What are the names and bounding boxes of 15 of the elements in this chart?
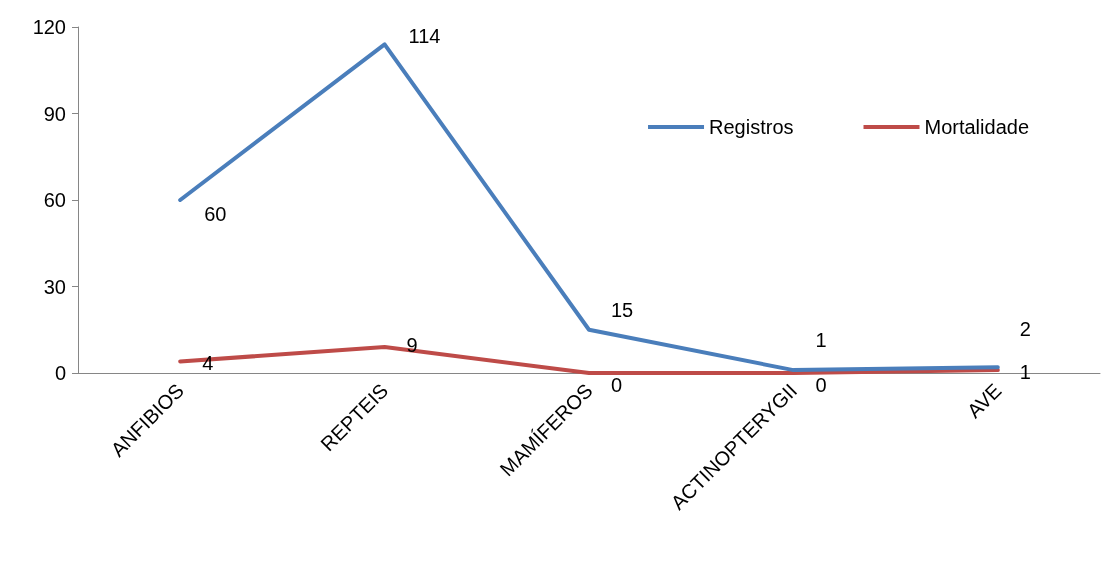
legend-label: Registros <box>709 116 794 138</box>
y-tick-label: 90 <box>43 102 66 125</box>
data-label: 0 <box>611 374 623 396</box>
y-tick-label: 30 <box>43 275 66 298</box>
data-label: 15 <box>611 298 634 321</box>
legend-label: Mortalidade <box>924 116 1030 138</box>
data-label: 0 <box>815 374 827 396</box>
data-label: 114 <box>408 25 441 48</box>
y-tick-label: 0 <box>54 362 66 384</box>
y-tick-label: 120 <box>32 16 66 38</box>
data-label: 2 <box>1019 318 1031 341</box>
data-label: 1 <box>815 329 827 352</box>
y-tick-label: 60 <box>43 189 66 211</box>
data-label: 60 <box>204 203 227 225</box>
data-label: 1 <box>1019 361 1031 384</box>
